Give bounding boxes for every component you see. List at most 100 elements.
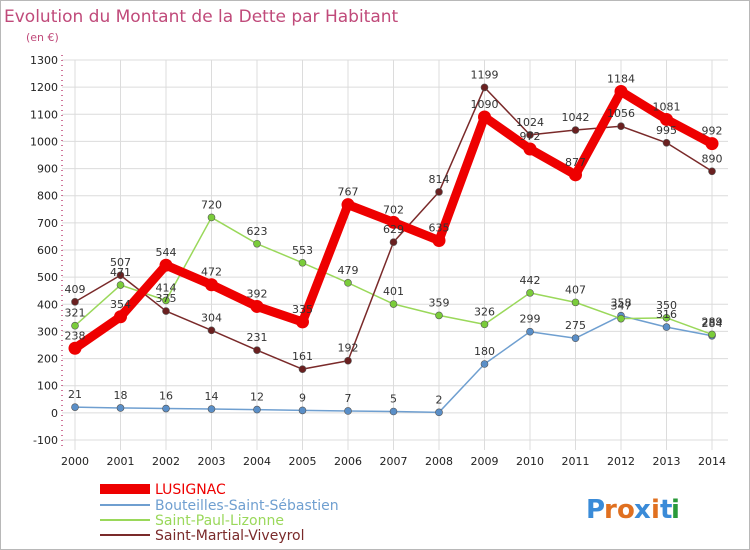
y-tick-label: 1000 <box>30 135 58 148</box>
data-label: 2 <box>436 393 443 406</box>
data-label: 392 <box>247 287 268 300</box>
data-label: 992 <box>702 125 723 138</box>
logo-letter: x <box>634 495 651 525</box>
data-label: 359 <box>429 296 450 309</box>
data-label: 702 <box>383 203 404 216</box>
y-tick-label: 1200 <box>30 81 58 94</box>
data-label: 1090 <box>471 98 499 111</box>
y-tick-label: 800 <box>37 190 58 203</box>
data-label: 335 <box>292 303 313 316</box>
data-point <box>389 300 398 308</box>
data-label: 21 <box>68 388 82 401</box>
data-point <box>569 168 582 182</box>
data-point <box>207 326 216 335</box>
x-tick-label: 2005 <box>289 455 317 468</box>
data-point <box>71 298 79 306</box>
data-label: 544 <box>156 246 177 259</box>
data-label: 553 <box>292 244 313 257</box>
x-tick-label: 2008 <box>425 455 453 468</box>
data-point <box>253 346 261 354</box>
logo-letter: t <box>660 495 672 525</box>
data-point <box>116 404 125 412</box>
chart-subtitle: (en €) <box>26 31 59 44</box>
data-label: 161 <box>292 350 313 363</box>
data-label: 275 <box>565 319 586 332</box>
data-point <box>571 126 580 134</box>
logo-letter: P <box>586 495 605 525</box>
data-label: 442 <box>520 274 541 287</box>
data-label: 401 <box>383 285 404 298</box>
data-label: 995 <box>656 124 677 137</box>
axes: 1300120011001000900800700600500400300200… <box>30 54 726 468</box>
data-label: 14 <box>205 390 219 403</box>
data-point <box>253 239 261 248</box>
data-label: 284 <box>702 317 723 330</box>
data-label: 629 <box>383 223 404 236</box>
data-label: 12 <box>250 391 264 404</box>
y-tick-label: -100 <box>33 434 58 447</box>
data-point <box>617 314 625 323</box>
data-label: 471 <box>110 266 131 279</box>
data-label: 289 <box>702 315 723 328</box>
y-tick-label: 1300 <box>30 54 58 67</box>
data-label: 238 <box>65 329 86 342</box>
data-point <box>432 234 446 247</box>
proxiti-logo: Pr o x i ti <box>586 495 680 525</box>
data-label: 304 <box>201 311 222 324</box>
data-label: 321 <box>65 307 86 320</box>
logo-letter: i <box>671 495 680 525</box>
data-label: 1199 <box>471 68 499 81</box>
legend-label: Bouteilles-Saint-Sébastien <box>155 498 339 514</box>
data-point <box>662 323 671 331</box>
data-point <box>480 83 489 92</box>
data-label: 720 <box>201 198 222 211</box>
data-label: 1184 <box>607 72 635 85</box>
data-point <box>662 138 671 147</box>
y-tick-label: 700 <box>37 217 58 230</box>
data-label: 1042 <box>562 111 590 124</box>
y-tick-label: 300 <box>37 325 58 338</box>
data-label: 375 <box>156 292 177 305</box>
data-point <box>344 407 352 415</box>
y-tick-label: 100 <box>37 380 58 393</box>
data-point <box>298 258 307 267</box>
x-tick-label: 2006 <box>334 455 362 468</box>
data-point <box>207 213 216 222</box>
data-point <box>162 307 170 315</box>
data-point <box>298 406 307 415</box>
data-label: 316 <box>656 308 677 321</box>
y-tick-label: 0 <box>51 407 58 420</box>
logo-letter: r <box>604 495 617 525</box>
data-point <box>389 407 398 416</box>
data-label: 1024 <box>516 116 544 129</box>
data-point <box>387 215 400 229</box>
data-label: 354 <box>110 298 131 311</box>
data-point <box>571 334 580 343</box>
data-point <box>116 281 125 289</box>
data-label: 299 <box>520 313 541 326</box>
data-label: 890 <box>702 152 723 165</box>
legend-label: LUSIGNAC <box>155 482 226 498</box>
logo-letter: o <box>617 495 635 525</box>
data-point <box>571 298 580 307</box>
data-point <box>71 321 79 330</box>
y-tick-label: 500 <box>37 271 58 284</box>
data-label: 231 <box>247 331 268 344</box>
data-point <box>435 188 443 196</box>
data-point <box>162 296 170 305</box>
data-label: 814 <box>429 173 450 186</box>
data-point <box>523 142 537 156</box>
data-label: 7 <box>345 392 352 405</box>
logo-letter: i <box>651 495 660 525</box>
data-point <box>708 167 716 176</box>
data-point <box>435 408 443 417</box>
data-point <box>296 315 309 329</box>
x-tick-label: 2004 <box>243 455 271 468</box>
data-point <box>116 271 125 280</box>
x-tick-label: 2014 <box>698 455 726 468</box>
data-label: 1056 <box>607 107 635 120</box>
data-point <box>162 404 170 413</box>
data-label: 180 <box>474 345 495 358</box>
data-label: 623 <box>247 225 268 238</box>
series-lines <box>68 83 719 417</box>
